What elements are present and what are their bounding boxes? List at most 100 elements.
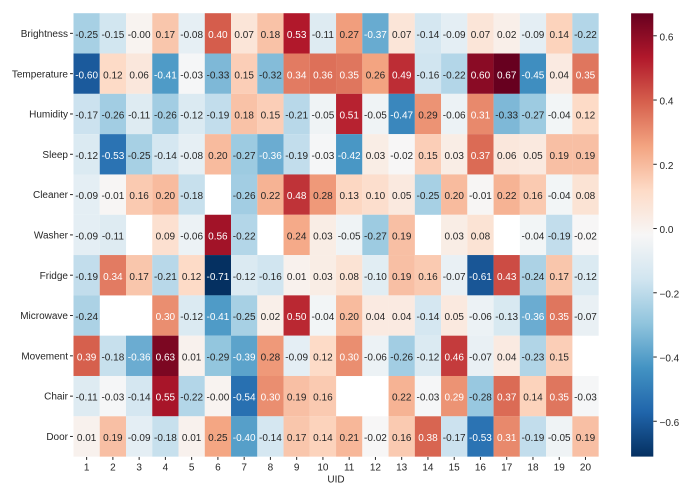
svg-text:0.03: 0.03 [313,232,333,243]
svg-text:0.53: 0.53 [287,30,307,41]
svg-text:0.67: 0.67 [497,70,517,81]
svg-text:0.49: 0.49 [392,70,412,81]
svg-text:-0.25: -0.25 [128,151,151,162]
svg-text:13: 13 [396,462,408,473]
svg-text:0.19: 0.19 [392,232,412,243]
svg-text:-0.12: -0.12 [574,272,597,283]
svg-text:0.10: 0.10 [366,191,386,202]
svg-text:0.13: 0.13 [339,191,359,202]
svg-text:0.12: 0.12 [313,352,333,363]
svg-text:0.48: 0.48 [287,191,307,202]
svg-text:19: 19 [554,462,566,473]
svg-text:-0.09: -0.09 [128,433,151,444]
svg-text:-0.11: -0.11 [102,232,124,243]
svg-text:-0.25: -0.25 [75,30,98,41]
svg-text:0.56: 0.56 [208,232,228,243]
svg-text:-0.08: -0.08 [180,151,203,162]
svg-text:0.08: 0.08 [576,191,596,202]
svg-text:0.25: 0.25 [208,433,228,444]
svg-text:17: 17 [501,462,513,473]
svg-text:-0.05: -0.05 [312,111,335,122]
svg-text:-0.26: -0.26 [101,111,124,122]
svg-text:-0.06: -0.06 [443,111,466,122]
svg-text:0.08: 0.08 [471,232,491,243]
svg-text:-0.26: -0.26 [233,191,256,202]
svg-text:-0.61: -0.61 [469,272,492,283]
svg-text:0.14: 0.14 [549,30,569,41]
svg-text:-0.27: -0.27 [522,111,545,122]
svg-text:-0.28: -0.28 [469,393,492,404]
svg-text:0.15: 0.15 [549,352,569,363]
svg-text:0.60: 0.60 [471,70,491,81]
svg-text:-0.12: -0.12 [417,352,440,363]
svg-text:0.55: 0.55 [156,393,176,404]
svg-text:-0.07: -0.07 [443,272,466,283]
svg-text:-0.29: -0.29 [207,352,230,363]
svg-text:-0.06: -0.06 [180,232,203,243]
svg-text:-0.12: -0.12 [233,272,256,283]
svg-text:-0.26: -0.26 [154,111,177,122]
svg-text:0.2: 0.2 [660,161,674,172]
svg-text:-0.19: -0.19 [207,111,230,122]
svg-text:-0.09: -0.09 [75,232,98,243]
svg-text:-0.19: -0.19 [522,433,545,444]
svg-text:9: 9 [294,462,300,473]
svg-text:-0.17: -0.17 [443,433,466,444]
svg-text:-0.19: -0.19 [285,151,308,162]
svg-text:-0.36: -0.36 [259,151,282,162]
svg-text:0.30: 0.30 [261,393,281,404]
svg-text:0.30: 0.30 [339,352,359,363]
svg-text:-0.36: -0.36 [128,352,151,363]
svg-text:16: 16 [475,462,487,473]
svg-text:0.26: 0.26 [366,70,386,81]
svg-text:0.03: 0.03 [444,232,464,243]
svg-text:0.50: 0.50 [287,312,307,323]
svg-text:−0.6: −0.6 [660,418,680,429]
svg-text:-0.02: -0.02 [364,433,387,444]
svg-text:0.17: 0.17 [129,272,149,283]
svg-text:0.15: 0.15 [261,111,281,122]
svg-text:0.04: 0.04 [392,312,412,323]
svg-text:-0.71: -0.71 [207,272,230,283]
svg-text:0.06: 0.06 [129,70,149,81]
svg-text:0.38: 0.38 [418,433,438,444]
svg-text:0.22: 0.22 [497,191,517,202]
svg-text:-0.39: -0.39 [233,352,256,363]
svg-text:20: 20 [580,462,592,473]
svg-text:−0.4: −0.4 [660,354,680,365]
svg-text:0.12: 0.12 [576,111,596,122]
svg-text:0.07: 0.07 [234,30,254,41]
svg-text:0.02: 0.02 [497,30,517,41]
svg-text:-0.09: -0.09 [285,352,308,363]
svg-text:-0.45: -0.45 [522,70,545,81]
svg-text:0.07: 0.07 [392,30,412,41]
svg-text:Humidity: Humidity [29,110,68,121]
svg-text:0.22: 0.22 [392,393,412,404]
svg-text:-0.03: -0.03 [101,393,124,404]
svg-text:2: 2 [110,462,116,473]
svg-text:-0.12: -0.12 [75,151,98,162]
svg-text:0.15: 0.15 [418,151,438,162]
svg-text:0.20: 0.20 [156,191,176,202]
svg-text:-0.17: -0.17 [75,111,98,122]
svg-text:0.19: 0.19 [287,393,307,404]
svg-text:-0.16: -0.16 [259,272,282,283]
svg-text:0.18: 0.18 [261,30,281,41]
svg-text:0.14: 0.14 [523,393,543,404]
svg-text:0.07: 0.07 [471,30,491,41]
svg-text:-0.00: -0.00 [207,393,230,404]
svg-text:Washer: Washer [34,231,69,242]
svg-text:-0.09: -0.09 [522,30,545,41]
svg-text:0.08: 0.08 [339,272,359,283]
svg-text:0.05: 0.05 [523,151,543,162]
svg-text:0.0: 0.0 [660,225,674,236]
svg-text:0.01: 0.01 [77,433,97,444]
svg-text:-0.14: -0.14 [417,312,440,323]
svg-text:Brightness: Brightness [21,29,68,40]
svg-text:0.63: 0.63 [156,352,176,363]
svg-text:Movement: Movement [21,351,68,362]
svg-text:-0.11: -0.11 [76,393,98,404]
svg-text:0.16: 0.16 [392,433,412,444]
svg-text:1: 1 [84,462,90,473]
svg-text:0.35: 0.35 [339,70,359,81]
